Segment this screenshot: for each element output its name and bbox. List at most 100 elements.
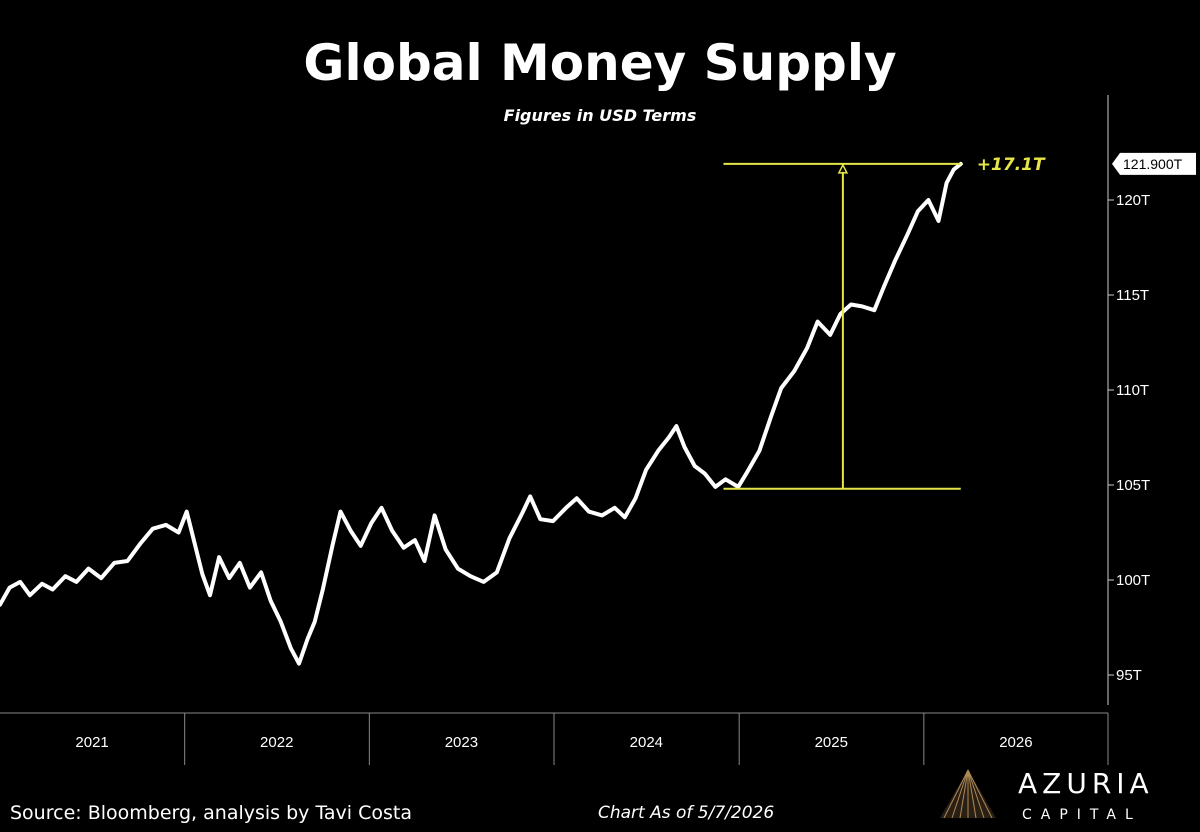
data-point bbox=[704, 472, 706, 475]
x-tick-label: 2026 bbox=[999, 734, 1032, 751]
data-point bbox=[228, 577, 230, 579]
data-point bbox=[331, 545, 334, 547]
data-point bbox=[298, 662, 300, 665]
y-tick-label: 115T bbox=[1116, 287, 1149, 304]
data-point bbox=[165, 524, 167, 526]
data-point bbox=[565, 507, 567, 509]
logo-subtitle: CAPITAL bbox=[1022, 807, 1142, 823]
y-tick-label: 100T bbox=[1116, 572, 1150, 589]
data-point bbox=[260, 571, 262, 574]
data-point bbox=[322, 588, 324, 591]
data-point bbox=[290, 647, 292, 650]
source-note: Source: Bloomberg, analysis by Tavi Cost… bbox=[10, 802, 412, 824]
data-point bbox=[239, 562, 241, 564]
y-axis: 95T 100T 105T 110T 115T 120T bbox=[1107, 95, 1150, 705]
data-point bbox=[952, 168, 955, 171]
data-point bbox=[793, 370, 796, 372]
last-value-tag: 121.900T bbox=[1112, 152, 1196, 175]
data-point bbox=[482, 581, 485, 583]
data-point bbox=[370, 522, 373, 524]
data-point bbox=[402, 546, 405, 549]
data-point bbox=[873, 309, 876, 312]
data-point bbox=[218, 556, 220, 558]
annotation-arrow-head bbox=[837, 163, 849, 174]
data-point bbox=[780, 387, 782, 389]
data-point bbox=[601, 514, 603, 517]
data-point bbox=[634, 497, 637, 500]
data-point bbox=[657, 450, 659, 452]
data-point bbox=[444, 548, 447, 551]
data-point bbox=[87, 567, 90, 570]
data-point bbox=[906, 233, 909, 235]
as-of-date: Chart As of 5/7/2026 bbox=[598, 803, 774, 823]
data-point bbox=[806, 347, 808, 350]
data-point bbox=[770, 415, 772, 418]
data-point bbox=[152, 527, 154, 530]
data-point bbox=[19, 581, 22, 583]
data-point bbox=[645, 469, 647, 471]
data-point bbox=[349, 529, 352, 532]
data-point bbox=[423, 560, 426, 562]
data-point bbox=[816, 320, 819, 323]
data-point bbox=[576, 497, 578, 500]
data-point bbox=[839, 313, 842, 315]
data-point bbox=[883, 284, 886, 287]
data-point bbox=[457, 567, 459, 570]
data-point bbox=[861, 305, 863, 308]
data-point bbox=[539, 518, 542, 520]
data-point bbox=[359, 545, 362, 547]
data-point bbox=[201, 573, 204, 576]
data-point bbox=[508, 537, 511, 539]
y-tick-label: 120T bbox=[1116, 192, 1150, 209]
x-tick-label: 2021 bbox=[75, 734, 108, 751]
data-point bbox=[521, 512, 523, 515]
data-point bbox=[75, 581, 78, 583]
data-point bbox=[613, 507, 616, 509]
data-point bbox=[113, 562, 116, 564]
data-point bbox=[193, 541, 196, 543]
data-point bbox=[529, 495, 531, 498]
last-value-label: 121.900T bbox=[1123, 156, 1183, 172]
data-point bbox=[209, 594, 211, 596]
annotation-layer: +17.1T bbox=[723, 155, 1046, 490]
data-point bbox=[380, 507, 383, 509]
data-point bbox=[745, 472, 748, 475]
data-point bbox=[185, 510, 188, 513]
data-point bbox=[100, 577, 102, 579]
data-point bbox=[41, 583, 43, 585]
data-point bbox=[829, 334, 831, 336]
data-point bbox=[64, 575, 67, 577]
data-point bbox=[0, 603, 1, 606]
data-point bbox=[313, 621, 316, 623]
data-point bbox=[624, 516, 626, 519]
data-point bbox=[588, 510, 590, 513]
data-point bbox=[850, 303, 852, 306]
data-point bbox=[339, 510, 342, 513]
data-point bbox=[937, 220, 940, 222]
data-point bbox=[693, 465, 696, 467]
data-point bbox=[51, 588, 54, 591]
logo-mountain-icon bbox=[940, 769, 996, 819]
data-point bbox=[280, 621, 282, 623]
data-point bbox=[917, 210, 919, 213]
x-tick-label: 2025 bbox=[815, 734, 848, 751]
x-tick-label: 2024 bbox=[630, 734, 663, 751]
data-point bbox=[414, 539, 416, 541]
chart-subtitle: Figures in USD Terms bbox=[504, 106, 697, 125]
y-tick-label: 105T bbox=[1116, 477, 1150, 494]
data-point bbox=[469, 575, 472, 577]
data-point bbox=[683, 446, 686, 448]
data-point bbox=[675, 425, 678, 427]
data-point bbox=[714, 486, 717, 488]
last-value-tag-bg bbox=[1112, 152, 1196, 175]
series-line bbox=[0, 161, 963, 666]
data-point bbox=[945, 182, 948, 184]
y-tick-label: 95T bbox=[1116, 667, 1142, 684]
x-tick-label: 2023 bbox=[445, 734, 478, 751]
data-point bbox=[758, 450, 761, 452]
data-point bbox=[306, 638, 309, 640]
data-point bbox=[391, 529, 393, 532]
series-layer bbox=[0, 161, 963, 666]
azuria-logo: AZURIA CAPITAL bbox=[940, 767, 1149, 823]
